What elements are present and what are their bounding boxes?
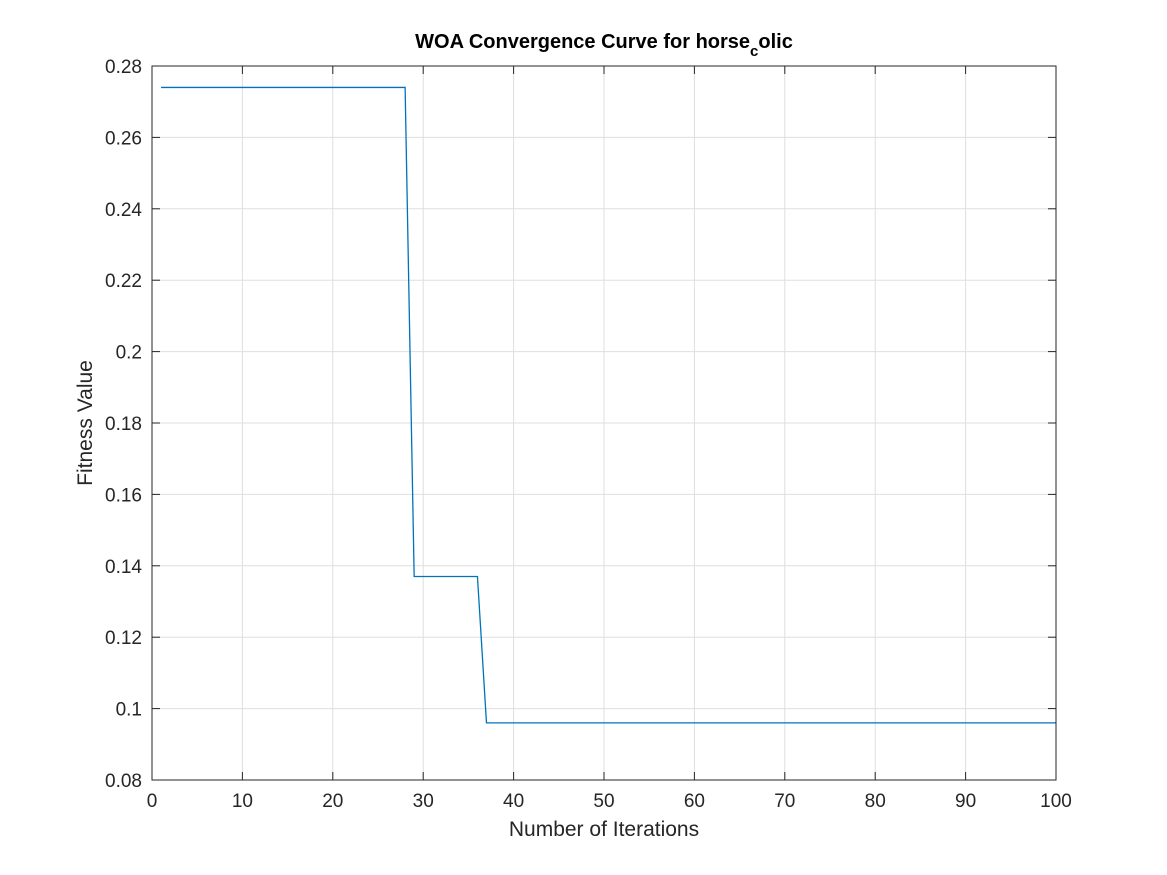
x-tick-label: 70 bbox=[774, 791, 795, 812]
y-tick-label: 0.14 bbox=[105, 557, 142, 578]
chart-title: WOA Convergence Curve for horsecolic bbox=[415, 31, 793, 60]
y-tick-label: 0.18 bbox=[105, 414, 142, 435]
y-tick-label: 0.16 bbox=[105, 485, 142, 506]
x-tick-label: 60 bbox=[684, 791, 705, 812]
chart-title-main: WOA Convergence Curve for horse bbox=[415, 31, 750, 53]
series-layer bbox=[161, 86, 1056, 724]
x-tick-label: 10 bbox=[232, 791, 253, 812]
ticks: 0 10 20 30 40 50 60 70 80 90 100 0.08 0.1 0.12 0.14 0.1… bbox=[105, 57, 1072, 812]
x-tick-label: 30 bbox=[413, 791, 434, 812]
chart-title-suffix: olic bbox=[758, 31, 792, 53]
chart-title-subscript: c bbox=[750, 43, 758, 60]
x-tick-label: 50 bbox=[593, 791, 614, 812]
x-tick-label: 20 bbox=[322, 791, 343, 812]
y-axis-label: Fitness Value bbox=[74, 360, 97, 486]
series-line bbox=[161, 86, 1056, 724]
y-tick-label: 0.22 bbox=[105, 271, 142, 292]
x-tick-label: 40 bbox=[503, 791, 524, 812]
x-tick-label: 100 bbox=[1040, 791, 1072, 812]
y-tick-label: 0.28 bbox=[105, 57, 142, 78]
x-tick-label: 80 bbox=[865, 791, 886, 812]
y-tick-label: 0.08 bbox=[105, 771, 142, 792]
y-tick-label: 0.2 bbox=[116, 343, 142, 364]
y-tick-label: 0.24 bbox=[105, 200, 142, 221]
x-tick-label: 90 bbox=[955, 791, 976, 812]
x-axis-label: Number of Iterations bbox=[509, 818, 699, 841]
y-tick-label: 0.1 bbox=[116, 700, 142, 721]
y-tick-label: 0.12 bbox=[105, 628, 142, 649]
y-tick-label: 0.26 bbox=[105, 128, 142, 149]
x-tick-label: 0 bbox=[147, 791, 158, 812]
